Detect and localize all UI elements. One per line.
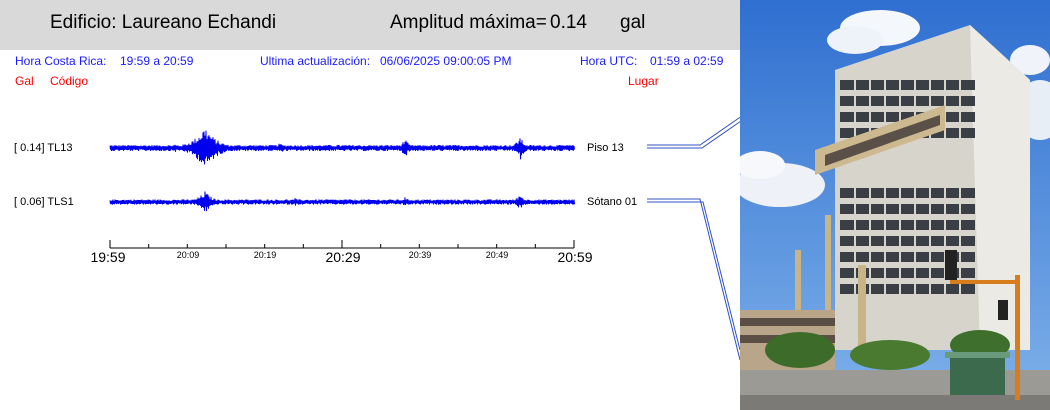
local-time-label: Hora Costa Rica:: [15, 54, 107, 68]
update-label: Ultima actualización:: [260, 54, 371, 68]
time-label-minor: 20:19: [254, 250, 277, 260]
seismogram-trace-tl13: [109, 130, 575, 165]
seismogram-trace-tls1: [109, 191, 575, 212]
time-label-major: 20:29: [325, 249, 360, 265]
amplitude-unit: gal: [620, 12, 646, 33]
utc-label: Hora UTC:: [580, 54, 638, 68]
connector-line-sotano01: [647, 198, 740, 361]
utc-range: 01:59 a 02:59: [650, 54, 724, 68]
channel-place-tls1: Sótano 01: [587, 196, 638, 208]
time-label-minor: 20:49: [486, 250, 509, 260]
connector-line-piso13: [647, 116, 740, 146]
building-photo: [740, 0, 1050, 410]
time-label-major: 19:59: [90, 249, 125, 265]
update-value: 06/06/2025 09:00:05 PM: [380, 54, 512, 68]
building-name: Edificio: Laureano Echandi: [50, 12, 277, 33]
column-place: Lugar: [628, 74, 659, 88]
amplitude-value: 0.14: [550, 12, 587, 33]
amplitude-label: Amplitud máxima=: [390, 12, 547, 33]
channel-value-tl13: [ 0.14] TL13: [14, 142, 73, 154]
header-bar: Edificio: Laureano Echandi Amplitud máxi…: [0, 0, 740, 50]
time-label-major: 20:59: [557, 249, 592, 265]
column-code: Código: [50, 74, 89, 88]
seismogram-plot: 19:59 20:29 20:59 20:09 20:19 20:39 20:4…: [90, 102, 740, 361]
trace-group: [109, 130, 575, 212]
time-label-minor: 20:09: [177, 250, 200, 260]
connector-line-piso13-b: [647, 102, 740, 149]
channel-value-tls1: [ 0.06] TLS1: [14, 196, 74, 208]
connector-line-sotano01-b: [647, 201, 740, 351]
local-time-range: 19:59 a 20:59: [120, 54, 194, 68]
time-axis-ticks: [109, 240, 575, 248]
channel-place-tl13: Piso 13: [587, 142, 624, 154]
time-label-minor: 20:39: [409, 250, 432, 260]
column-gal: Gal: [15, 74, 34, 88]
